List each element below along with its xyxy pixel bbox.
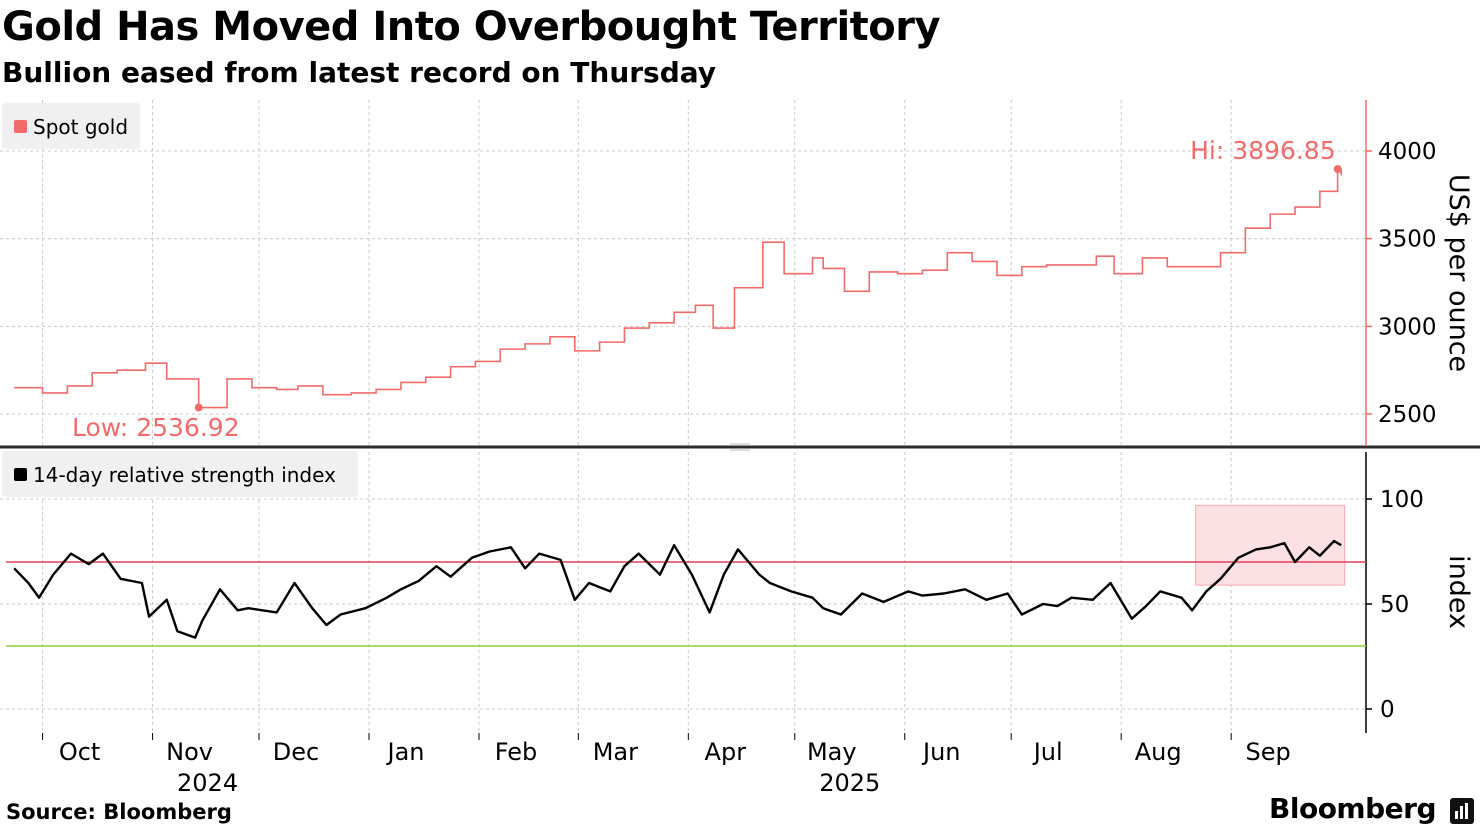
gold-low-marker bbox=[194, 403, 203, 412]
x-axis-month-label: Jun bbox=[921, 738, 961, 766]
gold-legend: Spot gold bbox=[2, 103, 140, 149]
chart-subtitle: Bullion eased from latest record on Thur… bbox=[2, 56, 717, 89]
chart-title: Gold Has Moved Into Overbought Territory bbox=[2, 4, 941, 50]
gold-y-tick-label: 3000 bbox=[1378, 314, 1437, 340]
rsi-legend-swatch bbox=[14, 468, 27, 481]
rsi-y-tick-label: 100 bbox=[1380, 487, 1424, 513]
rsi-y-tick-label: 0 bbox=[1380, 697, 1395, 723]
x-axis-month-label: Oct bbox=[59, 738, 101, 766]
x-axis-month-label: Sep bbox=[1246, 738, 1291, 766]
rsi-legend: 14-day relative strength index bbox=[2, 451, 358, 497]
gold-price-series-line bbox=[14, 168, 1342, 409]
x-axis-month-label: May bbox=[807, 738, 857, 766]
gold-y-tick-label: 2500 bbox=[1378, 402, 1437, 428]
rsi-y-axis-title: index bbox=[1443, 555, 1474, 629]
gold-legend-swatch bbox=[14, 120, 27, 133]
source-note: Source: Bloomberg bbox=[6, 800, 232, 824]
gold-legend-label: Spot gold bbox=[33, 115, 129, 139]
x-axis-month-label: Nov bbox=[166, 738, 213, 766]
gold-high-annotation: Hi: 3896.85 bbox=[1190, 136, 1336, 165]
rsi-series-line bbox=[13, 539, 1342, 639]
x-axis-year-label: 2024 bbox=[177, 769, 238, 797]
x-axis-month-label: Mar bbox=[593, 738, 638, 766]
rsi-legend-label: 14-day relative strength index bbox=[33, 463, 336, 487]
x-axis-month-label: Jan bbox=[385, 738, 424, 766]
x-axis-month-label: Dec bbox=[273, 738, 319, 766]
gold-low-annotation: Low: 2536.92 bbox=[72, 413, 240, 442]
brand-logo-text: Bloomberg bbox=[1269, 792, 1436, 825]
overbought-highlight-box bbox=[1195, 504, 1346, 586]
gold-high-marker bbox=[1333, 165, 1342, 174]
gold-y-axis-title: US$ per ounce bbox=[1443, 174, 1474, 372]
x-axis-month-label: Jul bbox=[1032, 738, 1063, 766]
x-axis-year-label: 2025 bbox=[819, 769, 880, 797]
x-axis-month-label: Aug bbox=[1135, 738, 1182, 766]
x-axis-month-label: Apr bbox=[705, 738, 747, 766]
gold-y-tick-label: 3500 bbox=[1378, 227, 1437, 253]
gold-y-tick-label: 4000 bbox=[1378, 139, 1437, 165]
x-axis-month-label: Feb bbox=[495, 738, 538, 766]
rsi-y-tick-label: 50 bbox=[1380, 592, 1409, 618]
bloomberg-terminal-icon bbox=[1450, 798, 1474, 824]
